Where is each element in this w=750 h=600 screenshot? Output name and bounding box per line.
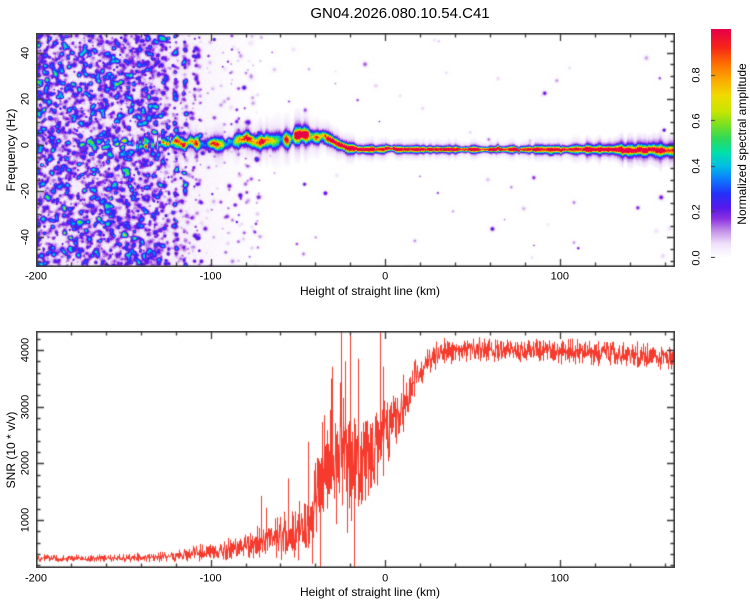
spectrogram-plot [36, 33, 675, 267]
spectrogram-y-tick-label: -40 [19, 229, 32, 246]
colorbar-tick-label: 0.4 [690, 158, 703, 175]
snr-plot [36, 331, 675, 568]
spectrogram-x-tick-label: 100 [550, 270, 569, 283]
snr-x-tick-label: -200 [24, 572, 48, 585]
snr-x-tick-label: 0 [382, 572, 389, 585]
spectrogram-y-tick-label: 0 [19, 141, 32, 149]
colorbar-tick-label: 0.8 [690, 67, 703, 83]
snr-y-tick-label: 1000 [19, 507, 32, 533]
spectrogram-x-tick-label: 0 [382, 270, 389, 283]
spectrogram-canvas [36, 33, 675, 267]
spectrogram-x-tick-label: -100 [199, 270, 222, 283]
colorbar-label: Normalized spectral amplitude [735, 63, 749, 225]
snr-y-tick-label: 3000 [19, 394, 32, 419]
height-axis-label-top: Height of straight line (km) [299, 284, 441, 298]
spectrogram-y-tick-label: 20 [19, 92, 32, 105]
figure-title: GN04.2026.080.10.54.C41 [310, 5, 490, 22]
colorbar [711, 29, 731, 258]
snr-y-tick-label: 4000 [19, 337, 32, 363]
colorbar-tick-label: 0.6 [690, 112, 703, 129]
height-axis-label-bottom: Height of straight line (km) [299, 585, 441, 599]
snr-canvas [36, 331, 675, 568]
colorbar-canvas [711, 29, 731, 258]
spectrogram-x-tick-label: -200 [24, 270, 48, 283]
frequency-axis-label: Frequency (Hz) [4, 108, 18, 192]
spectrogram-y-tick-label: 40 [19, 46, 32, 59]
snr-y-tick-label: 2000 [19, 451, 32, 476]
snr-axis-label: SNR (10 * v/v) [4, 411, 18, 489]
snr-x-tick-label: -100 [199, 572, 222, 585]
spectrogram-y-tick-label: -20 [19, 183, 32, 200]
snr-x-tick-label: 100 [550, 572, 569, 585]
colorbar-tick-label: 0.0 [690, 250, 703, 266]
colorbar-tick-label: 0.2 [690, 204, 703, 220]
